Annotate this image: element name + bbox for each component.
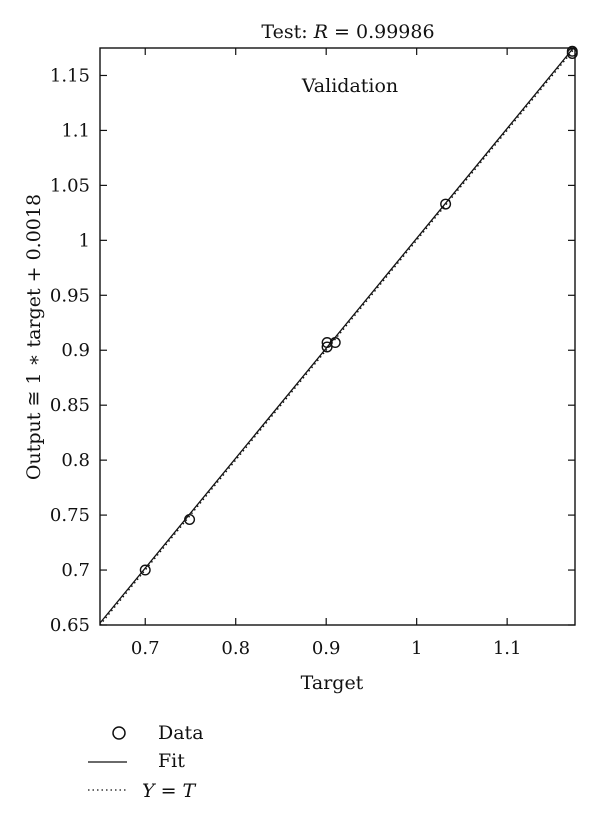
y-tick-label: 0.85 — [50, 395, 90, 416]
y-tick-label: 0.7 — [61, 560, 90, 581]
y-tick-label: 0.65 — [50, 615, 90, 636]
y-tick-label: 0.75 — [50, 505, 90, 526]
y-tick-label: 0.8 — [61, 450, 90, 471]
legend-yt-label: Y = T — [142, 780, 197, 802]
data-points — [139, 45, 578, 576]
legend-yt-var-y: Y — [142, 780, 157, 802]
legend-yt-equals: = — [155, 780, 183, 802]
x-tick-label: 1.1 — [493, 638, 522, 659]
chart-title-prefix: Test: — [261, 21, 313, 43]
y-axis: 0.65 0.7 0.75 0.8 0.85 0.9 0.95 1 1.05 1.1 1.15 — [50, 65, 575, 636]
fit-line — [99, 47, 574, 624]
chart-title-value: = 0.99986 — [328, 21, 435, 43]
y-tick-label: 1.15 — [50, 65, 90, 86]
data-point — [329, 337, 341, 349]
legend-fit-label: Fit — [158, 750, 185, 772]
x-axis: 0.7 0.8 0.9 1 1.1 — [131, 48, 522, 659]
y-axis-label: Output ≅ 1 ∗ target + 0.0018 — [23, 194, 45, 480]
x-tick-label: 0.7 — [131, 638, 160, 659]
data-point — [184, 513, 196, 525]
plot-annotation: Validation — [301, 75, 398, 97]
chart-title: Test: R = 0.99986 — [261, 21, 434, 43]
y-tick-label: 0.9 — [61, 340, 90, 361]
y-equals-t-line — [99, 47, 576, 626]
legend-yt-var-t: T — [183, 780, 197, 802]
y-tick-label: 1.05 — [50, 175, 90, 196]
x-tick-label: 1 — [411, 638, 422, 659]
x-tick-label: 0.9 — [312, 638, 341, 659]
data-point — [321, 337, 333, 349]
x-axis-label: Target — [301, 672, 364, 694]
y-tick-label: 1 — [79, 230, 90, 251]
legend: Data Fit Y = T — [88, 722, 204, 802]
y-tick-label: 1.1 — [61, 120, 90, 141]
legend-data-label: Data — [158, 722, 204, 744]
data-point — [566, 47, 578, 59]
chart-title-variable: R — [313, 21, 328, 43]
legend-data-marker — [112, 726, 126, 740]
data-point — [321, 341, 333, 353]
data-point — [139, 564, 151, 576]
plot-area — [99, 47, 576, 626]
x-tick-label: 0.8 — [221, 638, 250, 659]
y-tick-label: 0.95 — [50, 285, 90, 306]
data-point — [440, 198, 452, 210]
